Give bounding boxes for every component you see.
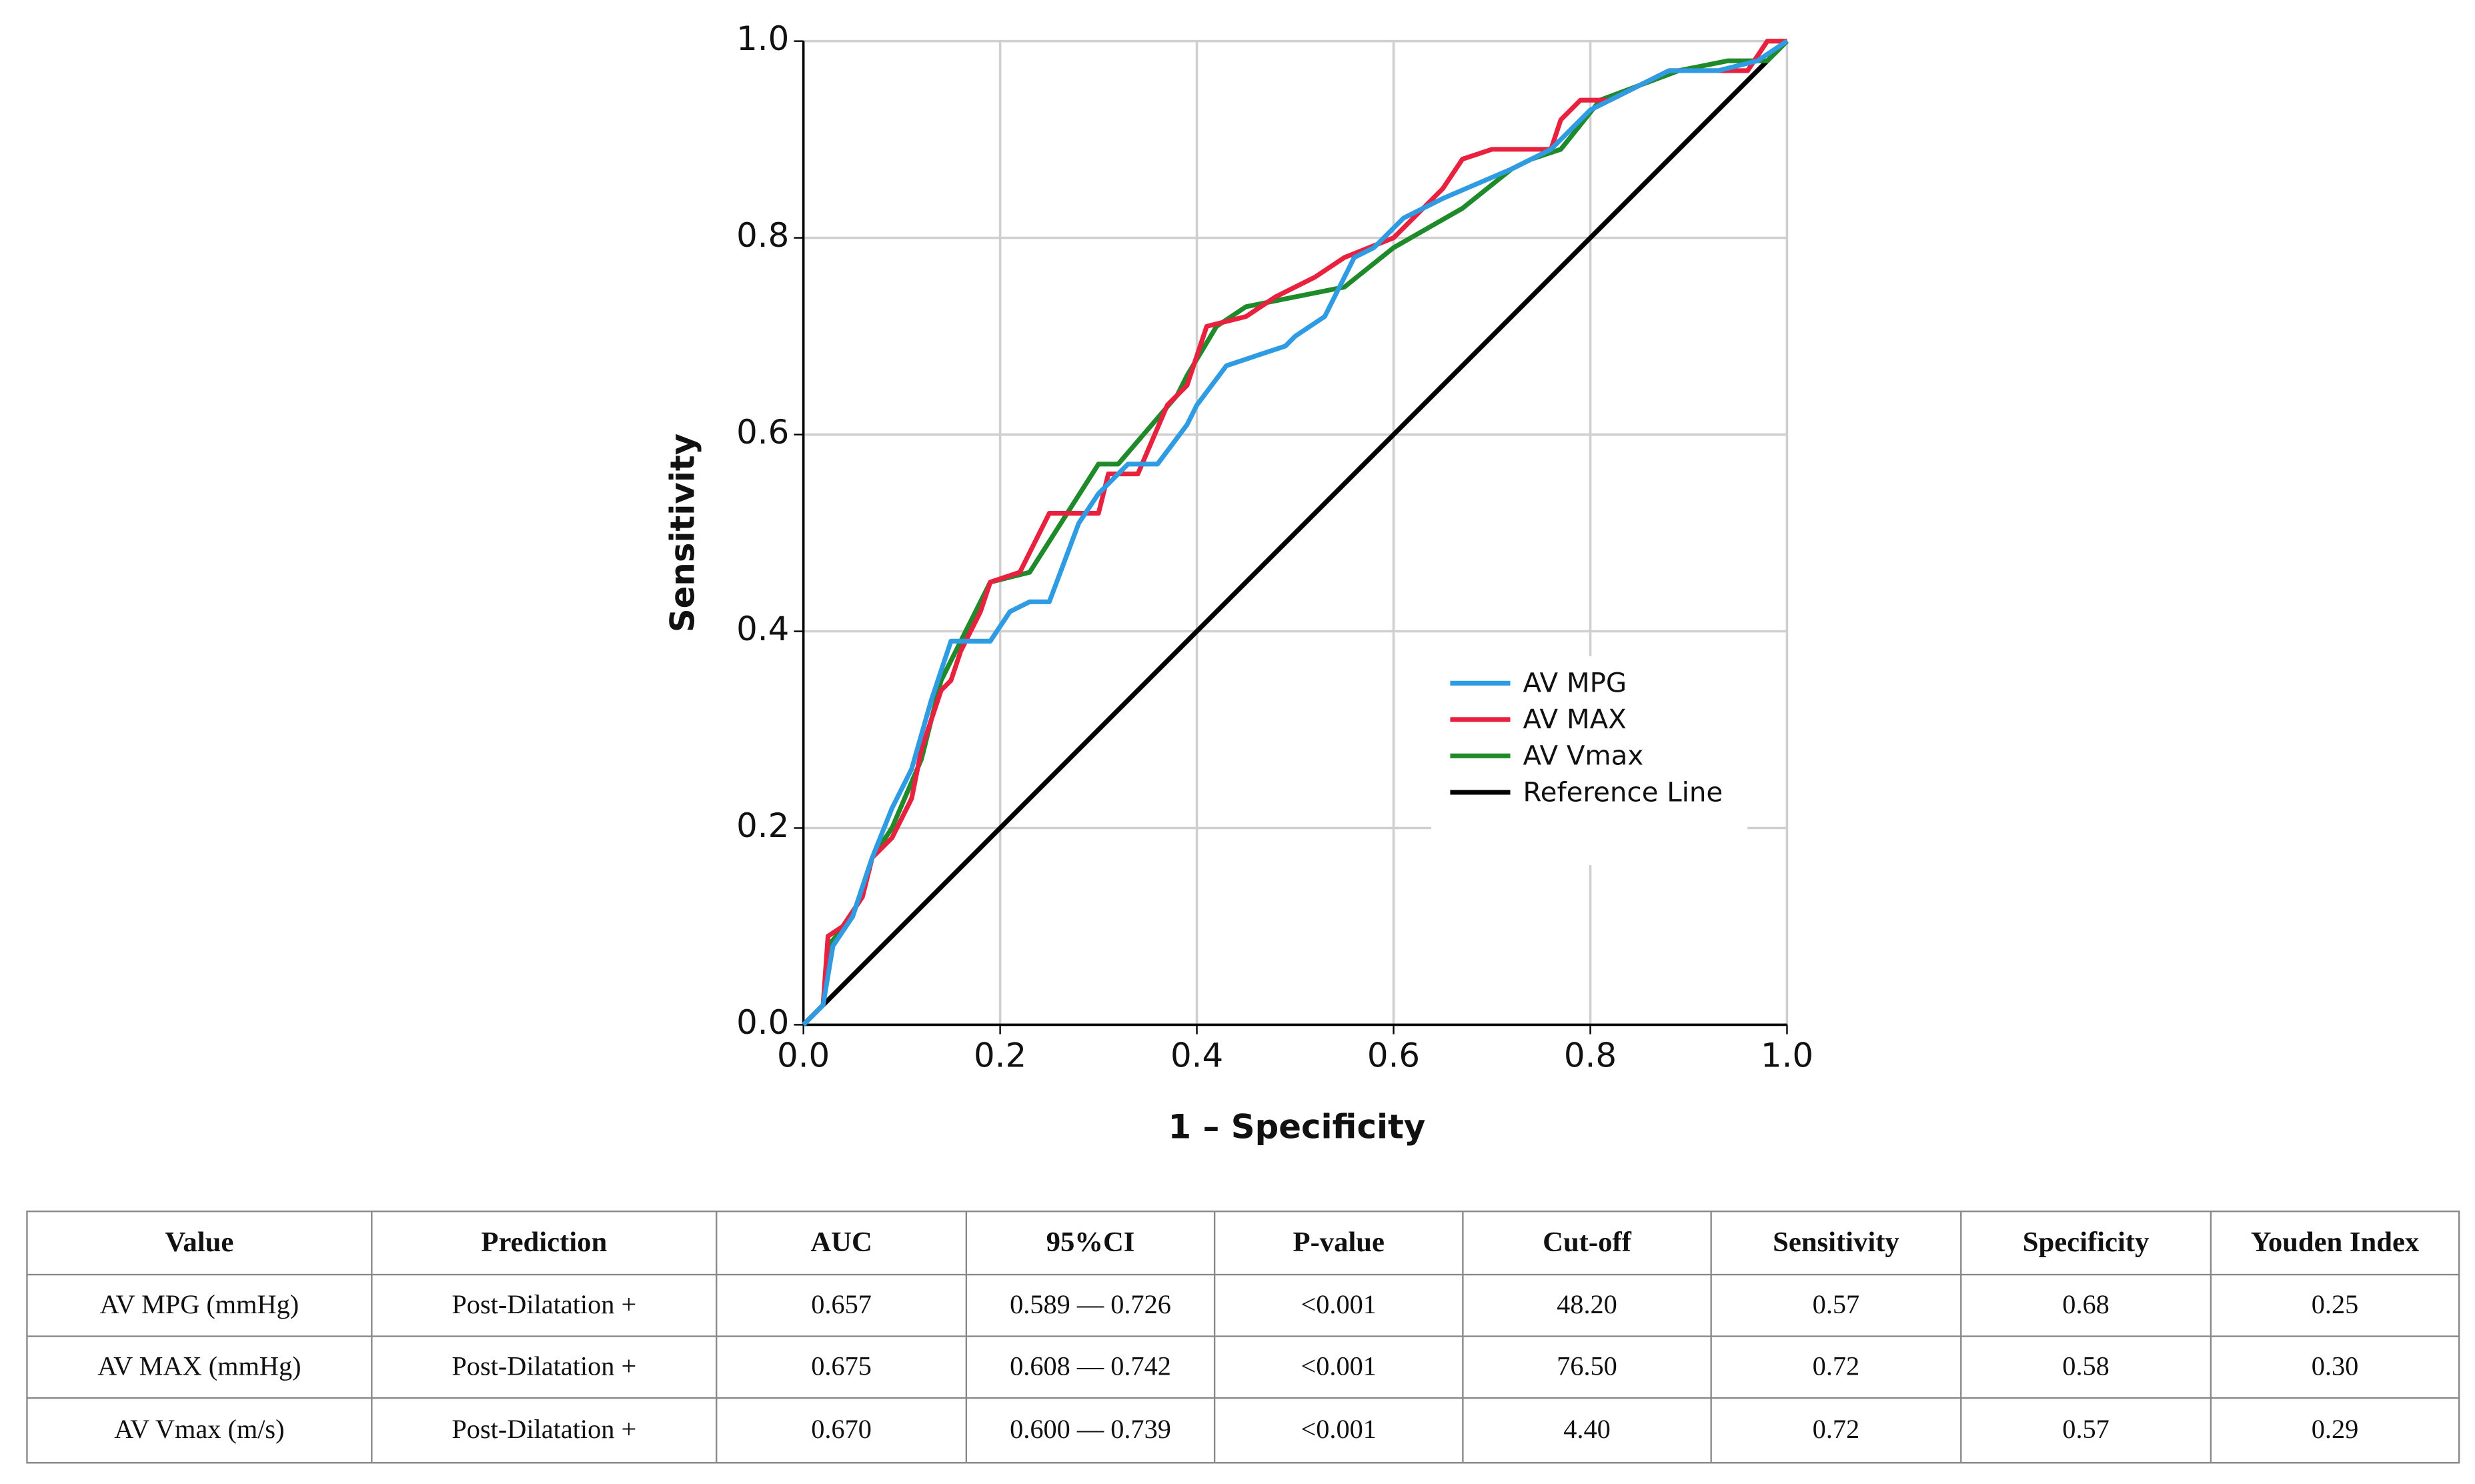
y-tick-label: 0.4 — [736, 610, 789, 648]
roc-chart: 1 – Specificity Sensitivity 0.0 0.2 0.4 0.6… — [663, 19, 1813, 1146]
x-tick-label: 0.6 — [1367, 1036, 1420, 1075]
legend-label: Reference Line — [1523, 776, 1723, 808]
header-cell: 95%CI — [1046, 1227, 1135, 1258]
table-cell: 0.670 — [811, 1414, 872, 1444]
roc-line — [802, 39, 1787, 1026]
y-axis-label: Sensitivity — [663, 434, 702, 632]
table-cell: 0.57 — [1813, 1289, 1860, 1319]
legend-label: AV Vmax — [1523, 740, 1643, 772]
y-tick-label: 0.2 — [736, 806, 789, 845]
roc-line — [802, 39, 1789, 1026]
table-cell: Post-Dilatation + — [452, 1289, 636, 1319]
legend-box — [1431, 656, 1748, 865]
table-cell: <0.001 — [1301, 1289, 1377, 1319]
table-cell: 0.72 — [1813, 1414, 1860, 1444]
legend-label: AV MPG — [1523, 668, 1627, 699]
table-cell: 4.40 — [1563, 1414, 1611, 1444]
table-cell: 0.608 — 0.742 — [1010, 1351, 1171, 1381]
table-cell: 0.589 — 0.726 — [1010, 1289, 1171, 1319]
table-cell: AV MPG (mmHg) — [100, 1289, 299, 1319]
table-cell: 0.58 — [2062, 1351, 2110, 1381]
table-cell: 0.30 — [2312, 1351, 2359, 1381]
y-tick-label: 1.0 — [736, 19, 789, 58]
header-cell: Specificity — [2023, 1227, 2150, 1258]
table-cell: <0.001 — [1301, 1351, 1377, 1381]
table-cell: AV Vmax (m/s) — [114, 1414, 284, 1444]
header-cell: Sensitivity — [1773, 1227, 1899, 1258]
y-tick-label: 0.6 — [736, 413, 789, 452]
header-cell: Value — [165, 1227, 234, 1258]
roc-line — [802, 39, 1789, 1026]
table-cell: AV MAX (mmHg) — [97, 1351, 301, 1381]
x-tick-label: 0.4 — [1170, 1036, 1223, 1075]
table-cell: 0.29 — [2312, 1414, 2359, 1444]
header-cell: Cut-off — [1543, 1227, 1631, 1258]
header-cell: Prediction — [481, 1227, 607, 1258]
header-cell: Youden Index — [2251, 1227, 2420, 1258]
table-cell: Post-Dilatation + — [452, 1414, 636, 1444]
results-table: Value Prediction AUC 95%CI P-value Cut-off Sen… — [26, 1211, 2460, 1464]
x-tick-label: 1.0 — [1761, 1036, 1813, 1075]
table-cell: 0.657 — [811, 1289, 872, 1319]
table-cell: 0.72 — [1813, 1351, 1860, 1381]
roc-line — [802, 39, 1789, 1026]
table-cell: 76.50 — [1557, 1351, 1617, 1381]
x-tick-label: 0.8 — [1564, 1036, 1617, 1075]
table-cell: 0.600 — 0.739 — [1010, 1414, 1171, 1444]
x-tick-label: 0.0 — [777, 1036, 830, 1075]
table-cell: 0.25 — [2312, 1289, 2359, 1319]
header-cell: P-value — [1293, 1227, 1385, 1258]
table-cell: 0.675 — [811, 1351, 872, 1381]
table-cell: 0.57 — [2062, 1414, 2110, 1444]
table-cell: 0.68 — [2062, 1289, 2110, 1319]
table-cell: <0.001 — [1301, 1414, 1377, 1444]
table-cell: 48.20 — [1557, 1289, 1617, 1319]
y-tick-label: 0.0 — [736, 1003, 789, 1042]
y-tick-label: 0.8 — [736, 216, 789, 255]
legend-label: AV MAX — [1523, 704, 1626, 735]
x-tick-label: 0.2 — [974, 1036, 1026, 1075]
header-cell: AUC — [810, 1227, 872, 1258]
x-axis-label: 1 – Specificity — [1168, 1107, 1426, 1146]
table-cell: Post-Dilatation + — [452, 1351, 636, 1381]
